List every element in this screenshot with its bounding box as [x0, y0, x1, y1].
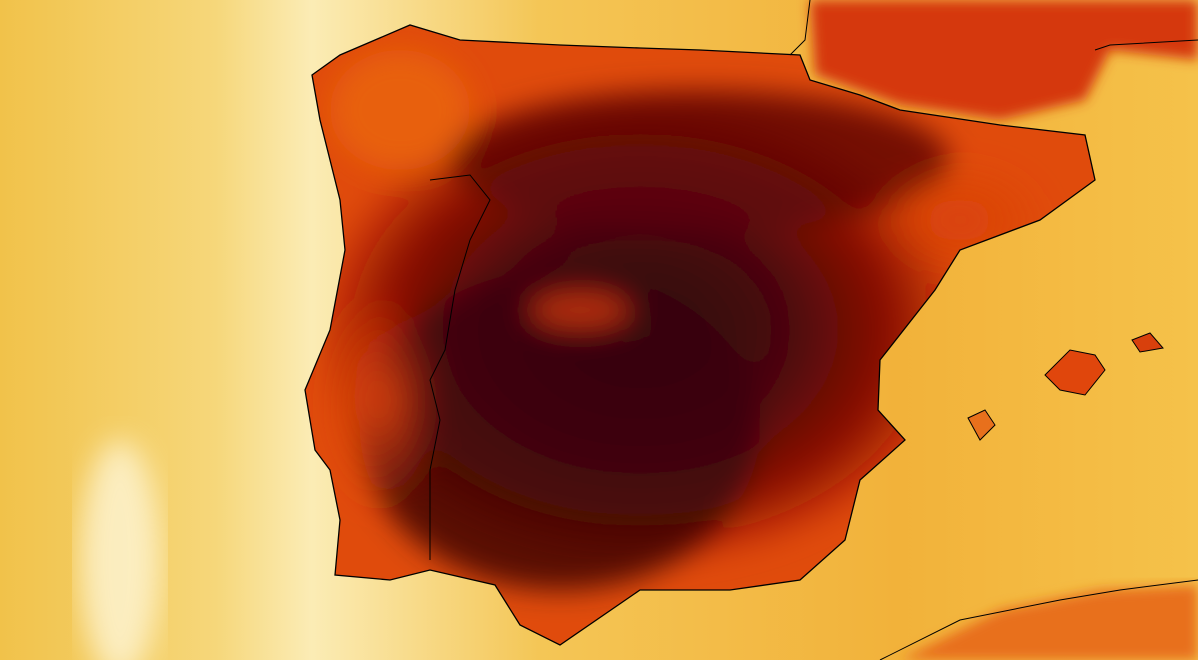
cool-patch — [80, 440, 160, 660]
menorca — [1131, 332, 1164, 353]
coast-africa — [879, 579, 1198, 660]
border-portugal — [429, 174, 491, 560]
france-heat — [810, 0, 1198, 120]
mallorca — [1044, 349, 1106, 396]
coast-france — [1094, 39, 1198, 51]
africa-heat — [900, 585, 1198, 660]
border-france — [789, 0, 811, 56]
ibiza — [967, 409, 996, 441]
